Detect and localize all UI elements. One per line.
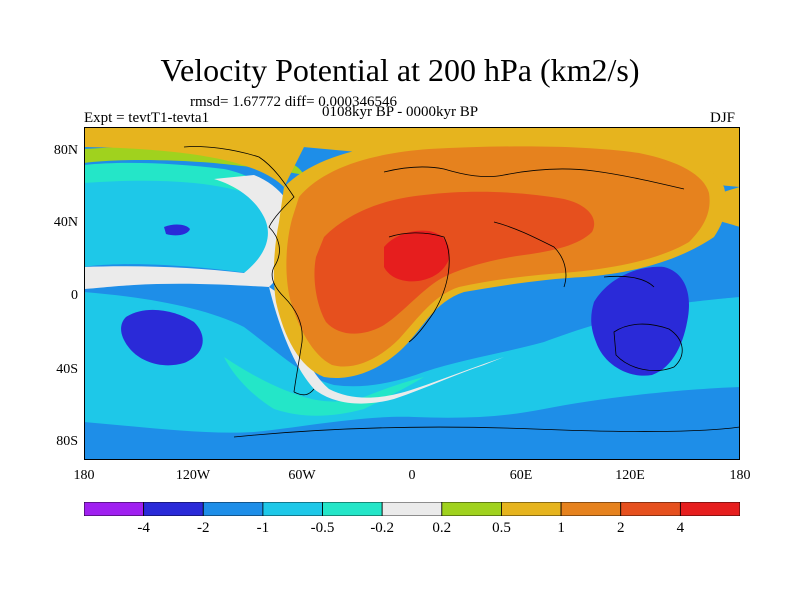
colorbar-tick-label: 0.2 [432,520,452,536]
colorbar-swatch [262,502,323,516]
colorbar-tick-label: 2 [616,520,625,536]
lon-label-60w: 60W [288,468,316,483]
colorbar-swatch [441,502,502,516]
colorbar-tick-label: -1 [256,520,270,536]
map-region-light-blue-north [84,174,286,277]
colorbar-swatch [381,502,443,516]
colorbar-tick-label: 4 [676,520,685,536]
colorbar-swatch [143,502,204,516]
season-label: DJF [710,110,736,126]
colorbar-tick-label: 0.5 [492,520,511,536]
map-region-light-blue-1 [84,292,740,433]
colorbar-tick-label: -0.5 [310,520,335,536]
colorbar-swatch [560,502,622,516]
colorbar [84,502,740,516]
velocity-potential-map [84,127,740,460]
colorbar-tick-label: -2 [197,520,210,536]
lon-label-0: 0 [408,468,416,483]
experiment-label: Expt = tevtT1-tevta1 [84,110,210,126]
colorbar-swatch [620,502,681,516]
colorbar-tick-label: 1 [557,520,565,536]
coastlines [183,146,740,438]
lat-label-0: 0 [71,288,78,303]
rmsd-text: rmsd= 1.67772 diff= 0.000346546 [190,94,398,110]
colorbar-swatch [679,502,740,516]
colorbar-swatch [202,502,264,516]
lon-label-120w: 120W [175,468,211,483]
lat-label-80n: 80N [53,143,78,158]
plot-title: Velocity Potential at 200 hPa (km2/s) [160,52,640,88]
lat-label-80s: 80S [56,434,78,449]
colorbar-swatch [501,502,562,516]
map-region-dark-blue-pacific [121,309,203,366]
lat-label-40s: 40S [56,362,78,377]
map-region-red-orange [314,191,595,334]
map-region-dark-blue-npacific [164,224,190,236]
map-region-red [384,230,450,282]
lon-label-180e: 180 [729,468,751,483]
colorbar-tick-label: -0.2 [370,520,395,536]
colorbar-tick-label: -4 [137,520,150,536]
map-border [84,127,740,460]
lon-label-60e: 60E [509,468,533,483]
lon-label-180w: 180 [73,468,95,483]
lat-label-40n: 40N [53,215,78,230]
plot-subtitle: 0108kyr BP - 0000kyr BP [322,104,479,120]
colorbar-swatch [322,502,383,516]
colorbar-swatch [84,502,145,516]
lon-label-120e: 120E [615,468,645,483]
map-region-cyan-north [84,162,279,207]
